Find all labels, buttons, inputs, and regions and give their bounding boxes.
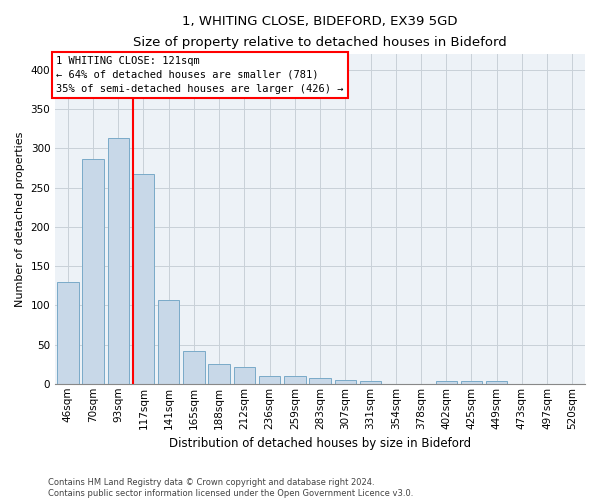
- Y-axis label: Number of detached properties: Number of detached properties: [15, 132, 25, 306]
- Bar: [57, 282, 79, 384]
- Bar: [284, 376, 305, 384]
- Text: Contains HM Land Registry data © Crown copyright and database right 2024.
Contai: Contains HM Land Registry data © Crown c…: [48, 478, 413, 498]
- Bar: [360, 380, 381, 384]
- Bar: [233, 368, 255, 384]
- Bar: [183, 351, 205, 384]
- Bar: [436, 380, 457, 384]
- Bar: [259, 376, 280, 384]
- Bar: [486, 380, 508, 384]
- X-axis label: Distribution of detached houses by size in Bideford: Distribution of detached houses by size …: [169, 437, 471, 450]
- Bar: [335, 380, 356, 384]
- Bar: [82, 158, 104, 384]
- Title: 1, WHITING CLOSE, BIDEFORD, EX39 5GD
Size of property relative to detached house: 1, WHITING CLOSE, BIDEFORD, EX39 5GD Siz…: [133, 15, 507, 49]
- Bar: [310, 378, 331, 384]
- Bar: [107, 138, 129, 384]
- Bar: [461, 380, 482, 384]
- Bar: [158, 300, 179, 384]
- Bar: [208, 364, 230, 384]
- Text: 1 WHITING CLOSE: 121sqm
← 64% of detached houses are smaller (781)
35% of semi-d: 1 WHITING CLOSE: 121sqm ← 64% of detache…: [56, 56, 344, 94]
- Bar: [133, 174, 154, 384]
